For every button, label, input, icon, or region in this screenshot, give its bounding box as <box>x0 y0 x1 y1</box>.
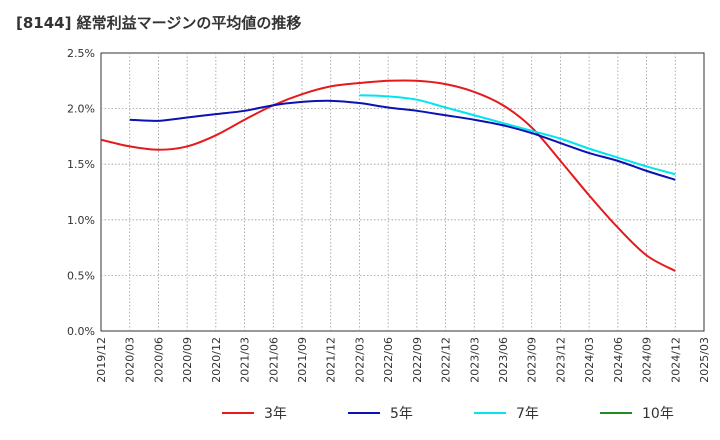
plot-area-border <box>100 52 705 332</box>
legend-label: 5年 <box>390 406 413 422</box>
x-tick-label: 2022/12 <box>440 337 453 383</box>
y-tick-label: 1.0% <box>67 214 95 227</box>
x-tick-label: 2022/03 <box>353 337 366 383</box>
x-tick-label: 2023/09 <box>526 337 539 383</box>
y-tick-labels: 0.0% 0.5% 1.0% 1.5% 2.0% 2.5% <box>67 47 95 338</box>
y-tick-label: 1.5% <box>67 158 95 171</box>
y-tick-label: 2.0% <box>67 103 95 116</box>
legend-label: 10年 <box>642 406 674 422</box>
x-tick-label: 2025/03 <box>698 337 711 383</box>
x-tick-label: 2020/09 <box>181 337 194 383</box>
legend: 3年 5年 7年 10年 <box>222 406 674 422</box>
x-tick-label: 2024/06 <box>612 337 625 383</box>
x-tick-label: 2020/06 <box>152 337 165 383</box>
series-line <box>129 99 676 181</box>
x-tick-label: 2020/03 <box>124 337 137 383</box>
x-tick-label: 2019/12 <box>95 337 108 383</box>
series-line <box>100 79 676 272</box>
series-line <box>359 94 676 176</box>
y-tick-label: 0.0% <box>67 325 95 338</box>
x-tick-label: 2023/12 <box>554 337 567 383</box>
x-tick-label: 2024/03 <box>583 337 596 383</box>
x-tick-label: 2023/06 <box>497 337 510 383</box>
y-tick-label: 2.5% <box>67 47 95 60</box>
x-tick-label: 2022/09 <box>411 337 424 383</box>
legend-label: 3年 <box>264 406 287 422</box>
x-tick-label: 2021/12 <box>325 337 338 383</box>
x-tick-label: 2021/03 <box>239 337 252 383</box>
x-tick-labels: 2019/12 2020/03 2020/06 2020/09 2020/12 2021/… <box>95 337 711 383</box>
x-tick-label: 2021/06 <box>267 337 280 383</box>
series-layer <box>100 79 676 272</box>
x-tick-label: 2021/09 <box>296 337 309 383</box>
y-tick-label: 0.5% <box>67 269 95 282</box>
x-tick-label: 2020/12 <box>210 337 223 383</box>
x-tick-label: 2023/03 <box>468 337 481 383</box>
x-tick-label: 2024/12 <box>669 337 682 383</box>
x-tick-label: 2022/06 <box>382 337 395 383</box>
x-tick-label: 2024/09 <box>641 337 654 383</box>
chart-title: [8144] 経常利益マージンの平均値の推移 <box>16 14 302 32</box>
legend-label: 7年 <box>516 406 539 422</box>
